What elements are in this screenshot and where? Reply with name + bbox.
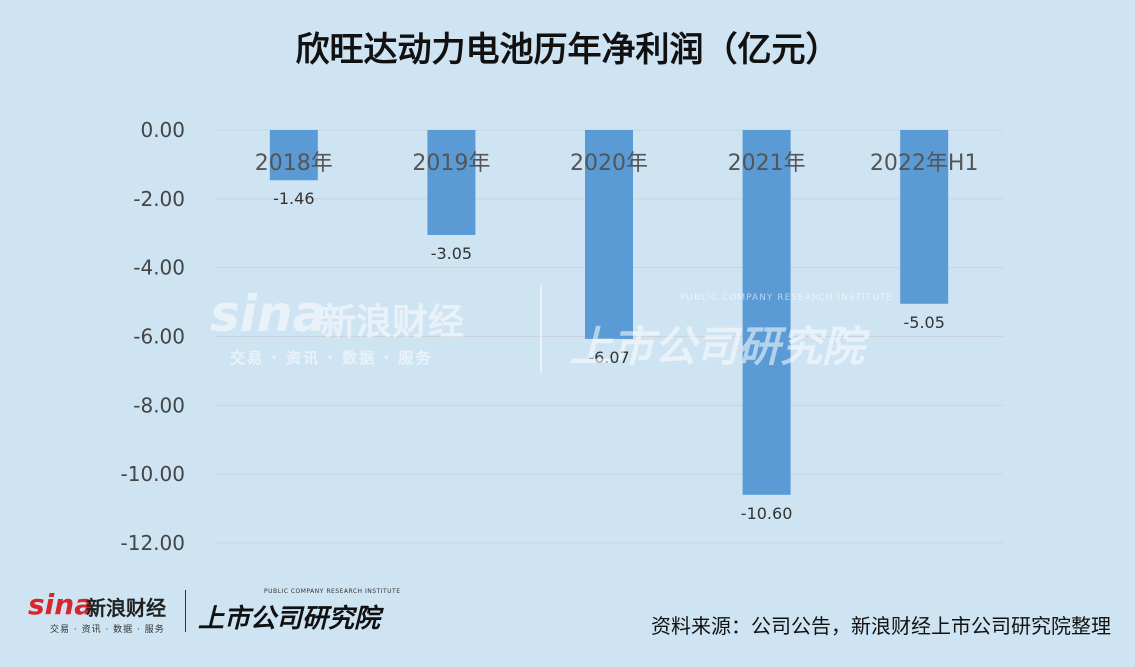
x-tick-label: 2021年 bbox=[728, 151, 806, 176]
data-label: -3.05 bbox=[431, 244, 472, 263]
bar bbox=[900, 130, 949, 304]
x-tick-label: 2018年 bbox=[255, 151, 333, 176]
bar bbox=[269, 130, 318, 181]
x-tick-label: 2019年 bbox=[412, 151, 490, 176]
bar bbox=[742, 130, 791, 495]
data-label: -10.60 bbox=[741, 504, 793, 523]
y-tick-label: -10.00 bbox=[121, 462, 185, 486]
x-axis-ticks: 2018年 2019年 2020年 2021年 2022年H1 bbox=[255, 151, 979, 176]
data-label: -6.07 bbox=[588, 348, 629, 367]
footer-subtitle: 交易 · 资讯 · 数据 · 服务 bbox=[50, 625, 165, 635]
footer-institute-en: PUBLIC COMPANY RESEARCH INSTITUTE bbox=[264, 588, 401, 595]
source-note: 资料来源：公司公告，新浪财经上市公司研究院整理 bbox=[651, 614, 1111, 638]
y-tick-label: -6.00 bbox=[133, 325, 185, 349]
footer-brand: 新浪财经 bbox=[86, 596, 166, 620]
bars bbox=[269, 130, 949, 495]
footer-divider bbox=[185, 590, 186, 632]
footer-logo: sina 新浪财经 交易 · 资讯 · 数据 · 服务 PUBLIC COMPA… bbox=[28, 588, 428, 638]
data-label: -5.05 bbox=[903, 313, 944, 332]
footer-institute: 上市公司研究院 bbox=[198, 604, 381, 634]
y-tick-label: -2.00 bbox=[133, 187, 185, 211]
chart-title: 欣旺达动力电池历年净利润（亿元） bbox=[295, 30, 840, 70]
y-tick-label: -4.00 bbox=[133, 256, 185, 280]
x-tick-label: 2020年 bbox=[570, 151, 648, 176]
data-labels: -1.46 -3.05 -6.07 -10.60 -5.05 bbox=[273, 189, 945, 523]
footer-sina-logo: sina bbox=[28, 588, 94, 621]
bar bbox=[585, 130, 633, 339]
y-tick-label: -12.00 bbox=[121, 531, 185, 555]
y-tick-label: 0.00 bbox=[140, 118, 185, 142]
data-label: -1.46 bbox=[273, 189, 314, 208]
y-axis-ticks: 0.00 -2.00 -4.00 -6.00 -8.00 -10.00 -12.00 bbox=[121, 118, 185, 555]
bar bbox=[427, 130, 476, 235]
x-tick-label: 2022年H1 bbox=[870, 151, 979, 176]
y-tick-label: -8.00 bbox=[133, 393, 185, 417]
